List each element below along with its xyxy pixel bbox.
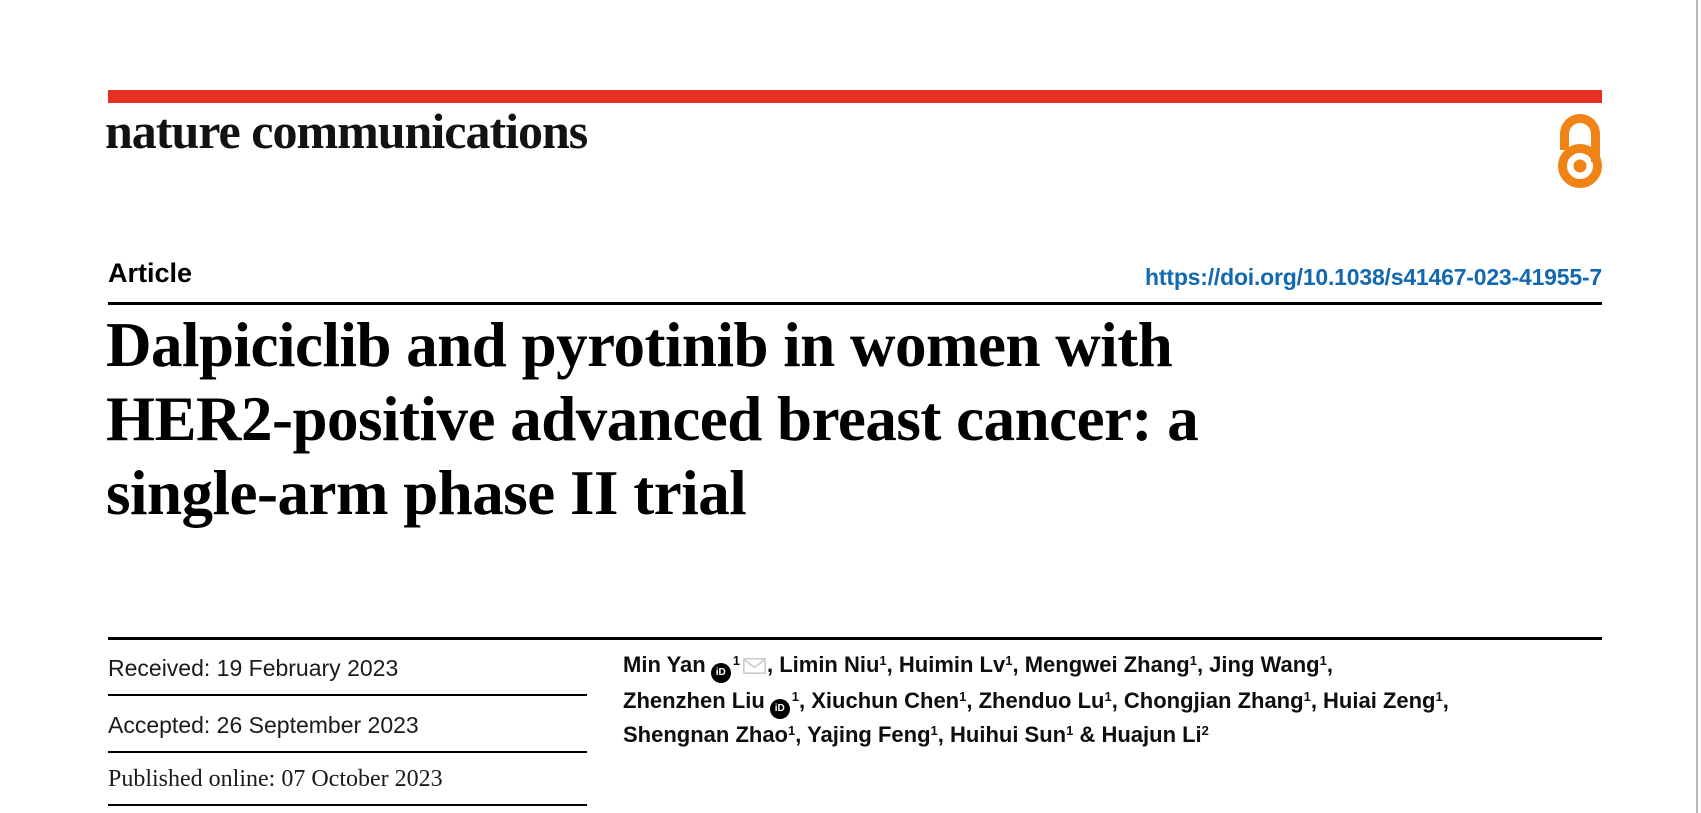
author-separator: ,: [1442, 688, 1449, 713]
author-name: Min Yan: [623, 652, 706, 677]
orcid-icon[interactable]: iD: [769, 699, 790, 719]
open-access-icon: [1558, 114, 1602, 188]
author-name: Zhenduo Lu: [978, 688, 1105, 713]
author-separator: ,: [937, 722, 950, 747]
author-name: Mengwei Zhang: [1024, 652, 1190, 677]
affiliation-superscript: 1: [879, 653, 887, 668]
received-date: Received: 19 February 2023: [108, 655, 399, 681]
affiliation-superscript: 1: [1066, 723, 1074, 738]
author-name: Zhenzhen Liu: [623, 688, 765, 713]
title-line-1: Dalpiciclib and pyrotinib in women with: [106, 310, 1173, 380]
accepted-date: Accepted: 26 September 2023: [108, 712, 419, 738]
author-name: Huimin Lv: [898, 652, 1006, 677]
metadata-top-divider: [108, 637, 1602, 640]
author-name: Chongjian Zhang: [1123, 688, 1304, 713]
published-divider: [108, 804, 587, 806]
author-line: Zhenzhen Liu iD 1, Xiuchun Chen1, Zhenduo …: [623, 684, 1449, 719]
affiliation-superscript: 1: [1435, 689, 1443, 704]
author-separator: ,: [1012, 652, 1025, 677]
author-name: Xiuchun Chen: [811, 688, 960, 713]
orcid-icon-label: iD: [715, 667, 726, 678]
author-separator: ,: [766, 652, 780, 677]
author-separator: ,: [1111, 688, 1124, 713]
author-separator: ,: [1196, 652, 1210, 677]
article-type-label: Article: [108, 258, 193, 288]
accepted-divider: [108, 751, 587, 753]
affiliation-superscript: 1: [788, 723, 796, 738]
title-line-2: HER2-positive advanced breast cancer: a: [106, 384, 1199, 454]
orcid-icon-label: iD: [774, 703, 785, 714]
affiliation-superscript: 1: [791, 689, 799, 704]
affiliation-superscript: 1: [959, 689, 967, 704]
affiliation-superscript: 1: [930, 723, 938, 738]
affiliation-superscript: 1: [1189, 653, 1197, 668]
doi-link[interactable]: https://doi.org/10.1038/s41467-023-41955…: [1145, 264, 1602, 290]
author-line: Shengnan Zhao1, Yajing Feng1, Huihui Sun…: [623, 718, 1209, 748]
affiliation-superscript: 1: [1005, 653, 1013, 668]
author-name: Huihui Sun: [950, 722, 1067, 747]
author-name: Jing Wang: [1209, 652, 1320, 677]
received-divider: [108, 694, 587, 696]
author-separator: &: [1073, 722, 1102, 747]
paper-title: Dalpiciclib and pyrotinib in women with H…: [106, 308, 1456, 530]
affiliation-superscript: 1: [1104, 689, 1112, 704]
brand-red-bar: [108, 90, 1602, 103]
author-name: Huajun Li: [1101, 722, 1202, 747]
author-separator: ,: [799, 688, 812, 713]
author-separator: ,: [1310, 688, 1324, 713]
author-separator: ,: [886, 652, 899, 677]
author-separator: ,: [795, 722, 808, 747]
page-right-border: [1696, 0, 1698, 813]
author-name: Yajing Feng: [807, 722, 931, 747]
affiliation-superscript: 2: [1201, 723, 1209, 738]
email-icon[interactable]: [742, 658, 766, 674]
author-separator: ,: [966, 688, 979, 713]
author-name: Shengnan Zhao: [623, 722, 788, 747]
author-name: Limin Niu: [779, 652, 880, 677]
author-separator: ,: [1326, 652, 1333, 677]
header-divider: [108, 302, 1602, 305]
affiliation-superscript: 1: [1303, 689, 1311, 704]
orcid-icon[interactable]: iD: [710, 663, 731, 683]
affiliation-superscript: 1: [732, 653, 740, 668]
affiliation-superscript: 1: [1319, 653, 1327, 668]
author-line: Min Yan iD 1, Limin Niu1, Huimin Lv1, Meng…: [623, 648, 1333, 683]
journal-logo: nature communications: [105, 103, 588, 159]
title-line-3: single-arm phase II trial: [106, 458, 747, 528]
published-date: Published online: 07 October 2023: [108, 766, 443, 792]
author-name: Huiai Zeng: [1323, 688, 1436, 713]
